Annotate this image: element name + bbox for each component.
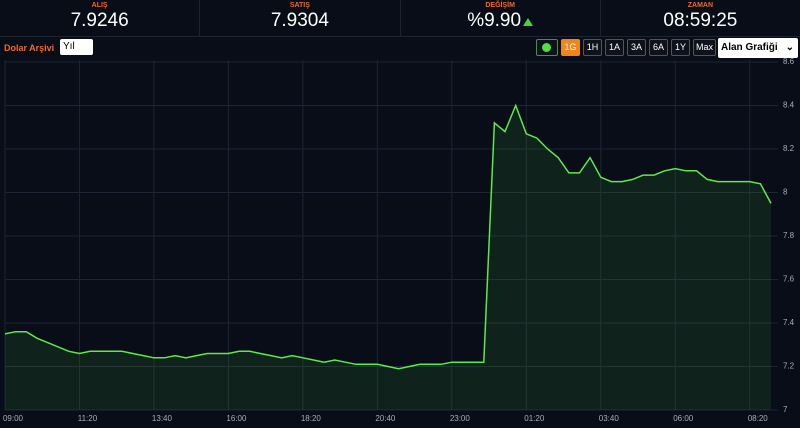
- x-tick-label: 20:40: [375, 414, 396, 423]
- y-tick-label: 7.4: [783, 318, 795, 327]
- x-tick-label: 11:20: [78, 414, 98, 423]
- x-tick-label: 16:00: [226, 414, 247, 423]
- quote-value: 7.9246: [70, 10, 129, 31]
- range-button[interactable]: Max: [692, 39, 716, 56]
- x-tick-label: 13:40: [152, 414, 173, 423]
- x-tick-label: 23:00: [450, 414, 471, 423]
- period-input[interactable]: Yıl: [60, 39, 93, 55]
- quote-value: 7.9304: [270, 10, 329, 31]
- price-line: [4, 103, 772, 370]
- archive-label: Dolar Arşivi: [4, 43, 55, 53]
- x-tick-label: 08:20: [748, 414, 769, 423]
- quote-label: ALIŞ: [91, 2, 108, 9]
- y-tick-label: 8.2: [783, 144, 795, 153]
- y-tick-label: 7: [783, 405, 788, 414]
- live-button[interactable]: [535, 39, 558, 56]
- quote-header: ALIŞ 7.9246 SATIŞ 7.9304 DEĞİŞİM %9.90 ZAMA…: [0, 0, 800, 37]
- range-buttons: 1G 1H 1A 3A 6A 1Y Max: [535, 39, 716, 56]
- y-tick-label: 8: [783, 188, 788, 197]
- quote-value-wrap: %9.90: [401, 10, 600, 32]
- quote-column: SATIŞ 7.9304: [200, 0, 401, 36]
- quote-label: SATIŞ: [289, 2, 310, 9]
- x-tick-label: 06:00: [673, 414, 694, 423]
- chart-type-select[interactable]: Alan Grafiği ⌄: [718, 38, 798, 58]
- quote-column: ALIŞ 7.9246: [0, 0, 201, 36]
- quote-label: DEĞİŞİM: [485, 2, 515, 9]
- toolbar: Dolar Arşivi Yıl 1G 1H 1A 3A 6A 1Y Max Alan Gr…: [0, 37, 800, 59]
- y-tick-label: 7.2: [783, 362, 795, 371]
- x-tick-label: 18:20: [301, 414, 322, 423]
- area-fill: [5, 105, 771, 410]
- quote-label: ZAMAN: [687, 2, 714, 9]
- y-tick-label: 7.8: [783, 231, 795, 240]
- quote-column: DEĞİŞİM %9.90: [401, 0, 601, 36]
- quote-value: %9.90: [467, 10, 522, 31]
- up-arrow: [523, 18, 534, 26]
- quote-column: ZAMAN 08:59:25: [601, 0, 800, 36]
- quote-value: 08:59:25: [663, 10, 738, 31]
- select-text: Alan Grafiği: [721, 42, 778, 53]
- x-tick-label: 03:40: [599, 414, 620, 423]
- x-tick-label: 01:20: [524, 414, 545, 423]
- range-button[interactable]: 1A: [604, 39, 624, 56]
- y-tick-label: 8.4: [783, 101, 795, 110]
- x-tick-label: 09:00: [3, 414, 24, 423]
- range-button[interactable]: 1Y: [670, 39, 690, 56]
- range-button[interactable]: 3A: [626, 39, 646, 56]
- y-tick-label: 7.6: [783, 275, 795, 284]
- range-button[interactable]: 1H: [582, 39, 602, 56]
- select-caret: ⌄: [785, 42, 794, 53]
- range-button[interactable]: 1G: [560, 39, 580, 56]
- live-dot: [542, 43, 552, 52]
- range-button[interactable]: 6A: [648, 39, 668, 56]
